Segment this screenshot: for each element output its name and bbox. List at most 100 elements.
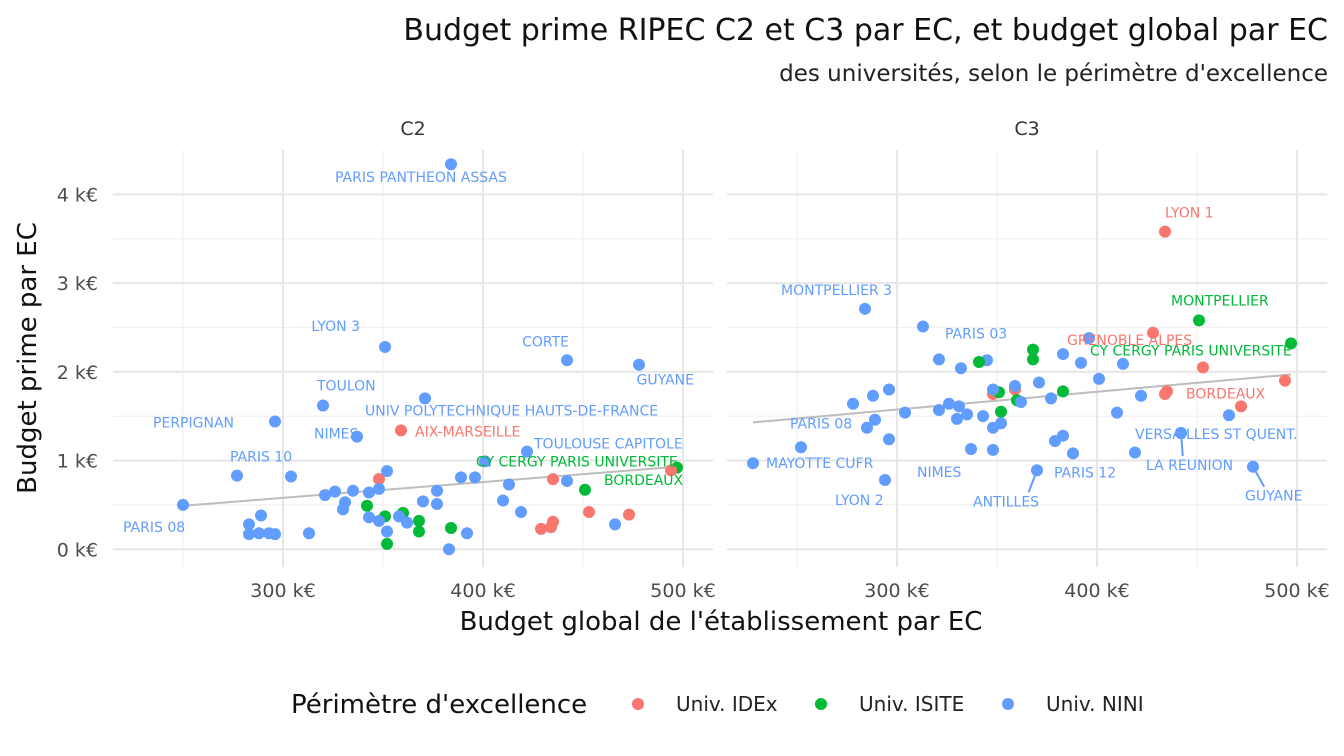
x-axis-title: Budget global de l'établissement par EC (460, 607, 983, 637)
legend-label: Univ. NINI (1046, 692, 1144, 716)
data-point (583, 505, 595, 518)
data-point (1009, 380, 1021, 393)
point-label: BORDEAUX (604, 473, 684, 489)
data-point (933, 403, 945, 416)
data-point (381, 465, 393, 478)
data-point (351, 430, 363, 443)
legend-key-nini (1002, 698, 1014, 710)
data-point (381, 537, 393, 550)
point-label: ANTILLES (973, 494, 1039, 510)
data-point (1083, 332, 1095, 345)
data-point (443, 543, 455, 556)
data-point (1129, 446, 1141, 459)
point-label: CY CERGY PARIS UNIVERSITE (476, 455, 678, 471)
data-point (1193, 314, 1205, 327)
data-point (469, 471, 481, 484)
data-point (561, 474, 573, 487)
data-point (263, 527, 275, 540)
data-point (943, 397, 955, 410)
point-label: UNIV POLYTECHNIQUE HAUTS-DE-FRANCE (365, 403, 658, 419)
point-label: PARIS 10 (230, 450, 292, 466)
point-label: TOULON (316, 379, 376, 395)
data-point (1235, 400, 1247, 413)
point-label: MAYOTTE CUFR (766, 456, 874, 472)
point-label: LYON 1 (1165, 206, 1214, 222)
facet-panel-c3: C3 300 k€ 400 k€ 500 k€ LYON 1 MONTPELLIER 3 M… (727, 118, 1330, 602)
data-point (955, 362, 967, 375)
point-label: VERSAILLES ST QUENT. (1135, 427, 1298, 443)
data-point (373, 482, 385, 495)
data-point (395, 424, 407, 437)
point-label: BORDEAUX (1186, 386, 1266, 402)
legend-key-isite (815, 698, 827, 710)
data-point (951, 412, 963, 425)
data-point (883, 383, 895, 396)
label-connector (1180, 432, 1184, 457)
data-point (917, 320, 929, 333)
data-point (879, 474, 891, 487)
data-point (953, 400, 965, 413)
y-tick-label: 1 k€ (57, 451, 98, 473)
point-label: NIMES (917, 465, 962, 481)
data-point (337, 503, 349, 516)
point-label: NIMES (314, 427, 359, 443)
point-label: MONTPELLIER 3 (781, 283, 892, 299)
point-label: MONTPELLIER (1171, 293, 1269, 309)
y-tick-label: 3 k€ (57, 273, 98, 295)
point-label: GUYANE (1245, 489, 1302, 505)
data-point (561, 354, 573, 367)
data-point (609, 518, 621, 531)
data-point (1045, 392, 1057, 405)
chart-subtitle: des universités, selon le périmètre d'ex… (779, 61, 1328, 87)
x-tick-label: 300 k€ (250, 580, 315, 602)
data-point (497, 494, 509, 507)
data-point (445, 521, 457, 534)
data-point (987, 421, 999, 434)
data-point (547, 473, 559, 486)
point-label: PARIS PANTHEON ASSAS (335, 170, 507, 186)
data-point (479, 455, 491, 468)
facet-panel-c2: C2 300 k€ 400 k€ 500 k€ 0 k€ 1 k€ 2 k€ 3 k€ 4 k€… (57, 118, 716, 602)
label-connector (1252, 466, 1266, 488)
data-point (521, 445, 533, 458)
data-point (861, 421, 873, 434)
data-point (1147, 326, 1159, 339)
data-point (243, 518, 255, 531)
data-point (847, 397, 859, 410)
x-tick-label: 500 k€ (1264, 580, 1329, 602)
data-point (177, 498, 189, 511)
data-point (1093, 372, 1105, 385)
data-point (1285, 337, 1297, 350)
data-point (1027, 353, 1039, 366)
data-point (623, 508, 635, 521)
legend: Périmètre d'excellence Univ. IDEx Univ. I… (291, 690, 1144, 720)
data-point (995, 405, 1007, 418)
x-tick-label: 500 k€ (650, 580, 715, 602)
data-point (431, 498, 443, 511)
data-point (303, 527, 315, 540)
data-point (961, 408, 973, 421)
data-point (329, 485, 341, 498)
facets: C2 300 k€ 400 k€ 500 k€ 0 k€ 1 k€ 2 k€ 3 k€ 4 k€… (57, 118, 1330, 602)
data-point (1027, 343, 1039, 356)
data-point (445, 158, 457, 171)
data-point (987, 383, 999, 396)
data-point (1057, 348, 1069, 361)
data-point (253, 527, 265, 540)
data-point (987, 443, 999, 456)
label-connector (1027, 469, 1038, 493)
chart-title: Budget prime RIPEC C2 et C3 par EC, et b… (403, 13, 1328, 48)
data-point (1159, 387, 1171, 400)
point-label: PARIS 08 (123, 520, 185, 536)
data-point (1279, 374, 1291, 387)
facet-label: C3 (1014, 118, 1039, 140)
data-point (1223, 409, 1235, 422)
y-tick-label: 4 k€ (57, 184, 98, 206)
data-point (373, 473, 385, 486)
point-label: PARIS 12 (1054, 465, 1116, 481)
data-point (347, 484, 359, 497)
data-point (535, 522, 547, 535)
data-point (417, 495, 429, 508)
data-point (1117, 357, 1129, 370)
